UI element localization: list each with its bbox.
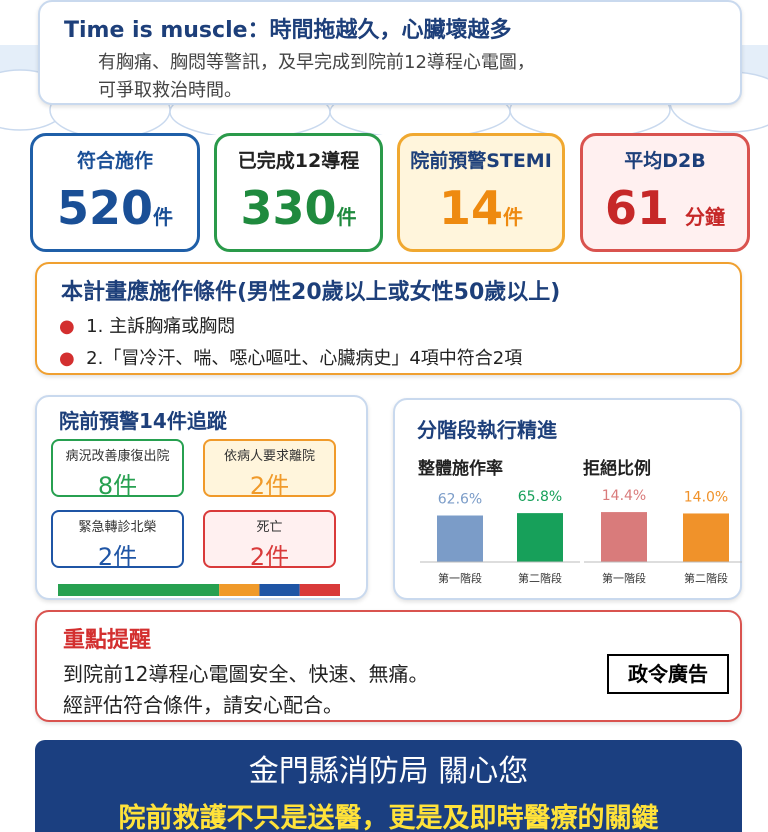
stat-value: 520 [56,181,154,235]
x-tick-label: 第一階段 [438,571,482,585]
bar [683,513,729,562]
condition-item: ● 2.「冒冷汗、喘、噁心嘔吐、心臟病史」4項中符合2項 [59,348,523,369]
tracking-label: 病況改善康復出院 [65,449,170,464]
conditions-box: 本計畫應施作條件(男性20歲以上或女性50歲以上) ● 1. 主訴胸痛或胸悶 ●… [35,262,742,375]
stamp: 政令廣告 [607,654,729,694]
stat-value: 61 [604,181,669,235]
footer-title: 金門縣消防局 關心您 [248,754,529,789]
header-line: 有胸痛、胸悶等警訊，及早完成到院前12導程心電圖， [98,52,535,73]
reminder-line: 經評估符合條件，請安心配合。 [63,693,343,717]
count-value: 8 [97,472,114,500]
tracking-segment [259,584,300,596]
stat-label: 院前預警STEMI [410,150,552,172]
stat-unit: 分鐘 [685,205,726,229]
conditions-title: 本計畫應施作條件(男性20歲以上或女性50歲以上) [61,280,561,305]
stat-card: 院前預警STEMI 14件 [397,133,565,252]
stat-card: 已完成12導程 330件 [214,133,383,252]
bar [437,515,483,562]
bar [601,512,647,562]
tracking-label: 依病人要求離院 [223,449,315,464]
tracking-count: 2件 [205,466,334,501]
stat-value: 14 [438,181,503,235]
header-line: 可爭取救治時間。 [98,80,242,101]
value-label: 14.4% [602,488,646,504]
count-value: 2 [249,543,266,571]
value-label: 65.8% [518,489,562,505]
tracking-count: 8件 [53,466,182,501]
count-value: 2 [97,543,114,571]
reminder-line: 到院前12導程心電圖安全、快速、無痛。 [63,662,429,686]
value-label: 14.0% [684,489,728,505]
tracking-title: 院前預警14件追蹤 [59,409,227,433]
condition-text: 2.「冒冷汗、喘、噁心嘔吐、心臟病史」4項中符合2項 [86,348,523,369]
stat-unit: 件 [153,205,174,229]
stat-label: 符合施作 [76,150,153,172]
footer-slogan: 院前救護不只是送醫，更是及即時醫療的關鍵 [118,803,659,832]
progress-panel: 分階段執行精進 [393,398,742,600]
header-title: Time is muscle：時間拖越久，心臟壞越多 [64,18,512,43]
value-label: 62.6% [438,491,482,507]
reminder-box: 重點提醒 到院前12導程心電圖安全、快速、無痛。 經評估符合條件，請安心配合。 … [35,610,742,722]
x-tick-label: 第二階段 [684,571,728,585]
stat-card: 平均D2B 61 分鐘 [580,133,750,252]
count-unit: 件 [113,472,138,500]
tracking-count: 2件 [205,537,334,572]
bar [517,513,563,562]
stat-label: 平均D2B [624,150,706,172]
tracking-label: 死亡 [256,520,283,535]
tracking-card: 依病人要求離院 2件 [203,439,336,500]
bar-charts: 整體施作率 62.6% 第一階段 65.8% 第二階段 拒絕比例 14.4% 第一階段 14.0… [418,458,742,585]
reminder-title: 重點提醒 [63,628,152,653]
count-value: 2 [249,472,266,500]
tracking-segment [58,584,220,596]
tracking-card: 緊急轉診北榮 2件 [51,510,184,571]
count-unit: 件 [265,472,290,500]
x-tick-label: 第二階段 [518,571,562,585]
progress-title: 分階段執行精進 [417,418,557,442]
tracking-segment [299,584,340,596]
stat-value: 330 [240,181,337,235]
stat-unit: 件 [336,205,357,229]
stat-card: 符合施作 520件 [30,133,200,252]
footer-banner: 金門縣消防局 關心您 院前救護不只是送醫，更是及即時醫療的關鍵 [35,740,742,832]
tracking-card: 病況改善康復出院 8件 [51,439,184,500]
tracking-segment [219,584,260,596]
tracking-bar [58,584,340,596]
chart-title: 整體施作率 [418,458,503,479]
count-unit: 件 [113,543,138,571]
stat-unit: 件 [503,205,523,229]
tracking-label: 緊急轉診北榮 [78,520,157,535]
header-box: Time is muscle：時間拖越久，心臟壞越多 有胸痛、胸悶等警訊，及早完… [38,0,742,105]
condition-text: 1. 主訴胸痛或胸悶 [86,316,236,337]
chart-title: 拒絕比例 [583,458,651,479]
x-tick-label: 第一階段 [602,571,646,585]
count-unit: 件 [265,543,290,571]
condition-item: ● 1. 主訴胸痛或胸悶 [59,316,236,337]
tracking-count: 2件 [53,537,182,572]
stat-label: 已完成12導程 [237,150,360,172]
tracking-card: 死亡 2件 [203,510,336,571]
